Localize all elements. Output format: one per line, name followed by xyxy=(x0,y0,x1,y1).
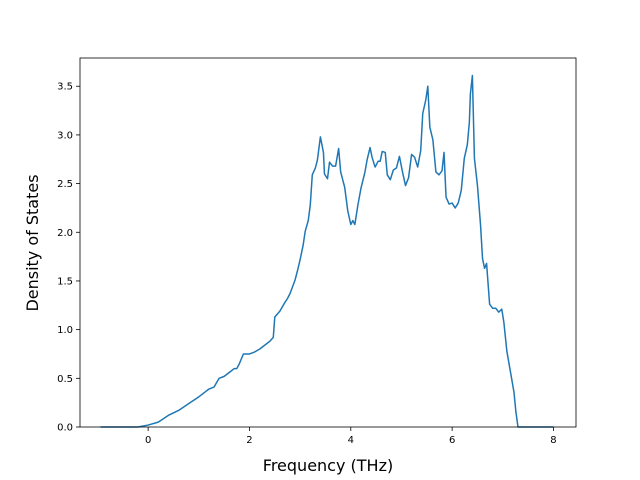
x-tick-label: 6 xyxy=(449,435,455,446)
y-tick-label: 0.5 xyxy=(57,374,73,385)
x-tick-label: 8 xyxy=(550,435,556,446)
x-tick-label: 4 xyxy=(348,435,354,446)
y-tick-label: 1.5 xyxy=(57,276,73,287)
y-tick-label: 3.0 xyxy=(57,130,73,141)
y-axis-label: Density of States xyxy=(23,174,42,311)
x-axis-label: Frequency (THz) xyxy=(263,456,393,475)
y-tick-label: 2.5 xyxy=(57,179,73,190)
x-tick-label: 2 xyxy=(246,435,252,446)
y-tick-label: 0.0 xyxy=(57,423,73,434)
line xyxy=(100,74,554,428)
y-tick-label: 3.5 xyxy=(57,82,73,93)
plot-frame xyxy=(79,57,577,428)
x-tick-label: 0 xyxy=(145,435,151,446)
y-tick-label: 1.0 xyxy=(57,325,73,336)
y-tick-label: 2.0 xyxy=(57,228,73,239)
